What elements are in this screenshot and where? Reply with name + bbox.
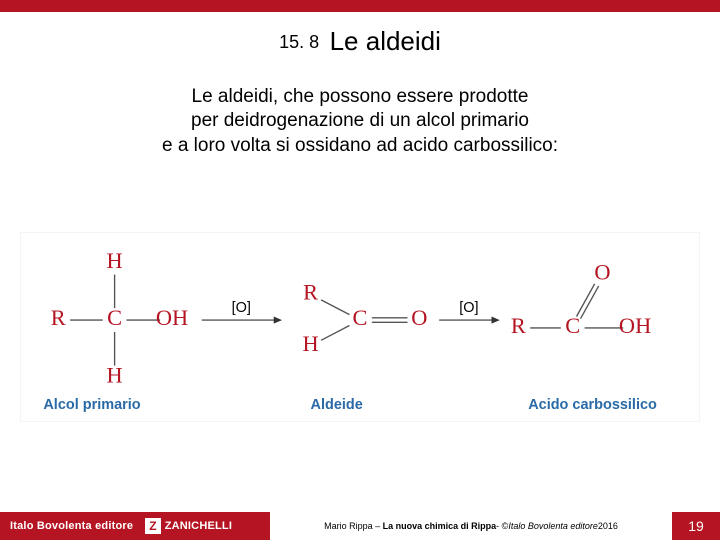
svg-text:Acido carbossilico: Acido carbossilico (528, 397, 657, 413)
svg-text:Alcol primario: Alcol primario (43, 397, 140, 413)
svg-text:H: H (107, 363, 123, 388)
reaction-svg: R C H H OH Alcol primario R C H O Aldeide R C O OH Acid… (21, 233, 699, 421)
svg-text:C: C (353, 305, 368, 330)
body-paragraph: Le aldeidi, che possono essere prodottep… (60, 85, 660, 158)
svg-text:H: H (302, 331, 318, 356)
publisher-block: Italo Bovolenta editore Z ZANICHELLI (0, 512, 270, 540)
slide-heading: 15. 8 Le aldeidi (0, 26, 720, 57)
svg-text:R: R (511, 313, 526, 338)
svg-text:OH: OH (619, 313, 651, 338)
slide: 15. 8 Le aldeidi Le aldeidi, che possono… (0, 0, 720, 540)
publisher-name-2: ZANICHELLI (165, 520, 232, 532)
reaction-diagram: R C H H OH Alcol primario R C H O Aldeide R C O OH Acid… (20, 232, 700, 422)
svg-text:OH: OH (156, 305, 188, 330)
credit-tail-1: - © (496, 521, 508, 531)
section-title: Le aldeidi (330, 26, 441, 56)
svg-text:H: H (107, 248, 123, 273)
footer-bar: Italo Bovolenta editore Z ZANICHELLI Mar… (0, 512, 720, 540)
credit-tail-2: Italo Bovolenta editore (508, 521, 598, 531)
svg-text:C: C (565, 313, 580, 338)
top-accent-bar (0, 0, 720, 12)
svg-text:R: R (51, 305, 66, 330)
section-number: 15. 8 (279, 32, 319, 52)
svg-text:[O]: [O] (459, 300, 478, 316)
zanichelli-z-icon: Z (145, 518, 161, 534)
svg-text:Aldeide: Aldeide (311, 397, 363, 413)
svg-text:O: O (411, 305, 427, 330)
svg-text:O: O (594, 260, 610, 285)
publisher-name-1: Italo Bovolenta editore (10, 520, 133, 532)
credit-author: Mario Rippa – (324, 521, 380, 531)
svg-text:[O]: [O] (232, 300, 251, 316)
page-number: 19 (672, 512, 720, 540)
credit-year: 2016 (598, 521, 618, 531)
credit-line: Mario Rippa – La nuova chimica di Rippa … (270, 512, 672, 540)
credit-title: La nuova chimica di Rippa (383, 521, 497, 531)
svg-text:R: R (303, 279, 318, 304)
svg-text:C: C (107, 305, 122, 330)
